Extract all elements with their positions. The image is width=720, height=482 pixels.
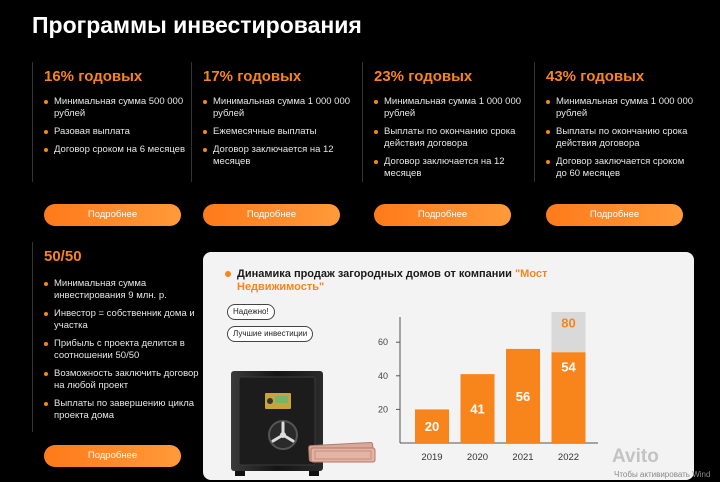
bar-value-label: 20: [425, 419, 439, 434]
plan-card-4: 43% годовых Минимальная сумма 1 000 000 …: [534, 62, 693, 188]
bar-total-label: 80: [561, 316, 575, 331]
bar-value-label: 41: [470, 402, 484, 417]
plan-features: Минимальная сумма 1 000 000 рублей Выпла…: [372, 96, 524, 186]
plan-rate: 17% годовых: [203, 68, 302, 85]
plan-card-2: 17% годовых Минимальная сумма 1 000 000 …: [191, 62, 350, 188]
company-name: "Мост Недвижимость": [237, 268, 548, 293]
list-item: Минимальная сумма 1 000 000 рублей: [546, 96, 696, 120]
list-item: Минимальная сумма 1 000 000 рублей: [203, 96, 353, 120]
divider: [32, 62, 33, 182]
plan-features: Минимальная сумма 1 000 000 рублей Ежеме…: [201, 96, 353, 174]
list-item: Договор заключается на 12 месяцев: [203, 144, 353, 168]
sales-panel: Динамика продаж загородных домов от комп…: [203, 252, 694, 480]
plan-rate: 43% годовых: [546, 68, 645, 85]
list-item: Договор заключается сроком до 60 месяцев: [546, 156, 696, 180]
list-item: Возможность заключить договор на любой п…: [44, 368, 204, 392]
details-button-2[interactable]: Подробнее: [203, 204, 340, 226]
divider: [362, 62, 363, 182]
list-item: Минимальная сумма 1 000 000 рублей: [374, 96, 524, 120]
reliable-badge: Надежно!: [227, 304, 275, 320]
bar-2020: [460, 374, 495, 443]
x-tick-label: 2019: [421, 452, 442, 463]
list-item: Ежемесячные выплаты: [203, 126, 353, 138]
banknotes-icon: [308, 441, 376, 463]
divider: [534, 62, 535, 182]
bar-value-label: 54: [561, 359, 576, 374]
plan-rate: 16% годовых: [44, 68, 143, 85]
safe-icon: [231, 371, 323, 476]
x-tick-label: 2020: [467, 452, 488, 463]
list-item: Прибыль с проекта делится в соотношении …: [44, 338, 204, 362]
details-button-3[interactable]: Подробнее: [374, 204, 511, 226]
plan-features: Минимальная сумма 1 000 000 рублей Выпла…: [544, 96, 696, 186]
panel-title: Динамика продаж загородных домов от комп…: [237, 268, 577, 294]
plan-rate: 23% годовых: [374, 68, 473, 85]
y-tick-label: 60: [378, 337, 388, 347]
bar-2022: [551, 352, 586, 443]
bar-total-2022: [551, 312, 586, 353]
plan-card-3: 23% годовых Минимальная сумма 1 000 000 …: [362, 62, 521, 188]
list-item: Минимальная сумма инвестирования 9 млн. …: [44, 278, 204, 302]
divider: [32, 242, 33, 432]
plan-card-1: 16% годовых Минимальная сумма 500 000 ру…: [32, 62, 185, 188]
bar-value-label: 56: [516, 389, 530, 404]
panel-title-text: Динамика продаж загородных домов от комп…: [237, 268, 515, 280]
y-tick-label: 40: [378, 371, 388, 381]
divider: [191, 62, 192, 182]
list-item: Инвестор = собственник дома и участка: [44, 308, 204, 332]
list-item: Выплаты по окончанию срока действия дого…: [546, 126, 696, 150]
sales-bar-chart: 20 40 60 20 2019 41 2020 56 2021 54 80 2022: [378, 312, 598, 463]
y-tick-label: 20: [378, 404, 388, 414]
list-item: Выплаты по окончанию срока действия дого…: [374, 126, 524, 150]
bullet-icon: [225, 271, 231, 277]
bar-2021: [506, 348, 540, 443]
plan-card-5: 50/50 Минимальная сумма инвестирования 9…: [32, 242, 199, 432]
list-item: Выплаты по завершению цикла проекта дома: [44, 398, 204, 422]
list-item: Договор сроком на 6 месяцев: [44, 144, 194, 156]
activation-watermark: Чтобы активировать Wind: [614, 470, 711, 479]
details-button-1[interactable]: Подробнее: [44, 204, 181, 226]
list-item: Минимальная сумма 500 000 рублей: [44, 96, 194, 120]
x-tick-label: 2022: [558, 452, 579, 463]
best-investment-badge: Лучшие инвестиции: [227, 326, 314, 342]
page-title: Программы инвестирования: [32, 12, 362, 38]
plan-rate: 50/50: [44, 248, 82, 265]
details-button-5[interactable]: Подробнее: [44, 445, 181, 467]
x-tick-label: 2021: [512, 452, 533, 463]
list-item: Разовая выплата: [44, 126, 194, 138]
list-item: Договор заключается на 12 месяцев: [374, 156, 524, 180]
plan-features: Минимальная сумма 500 000 рублей Разовая…: [42, 96, 194, 162]
plan-features: Минимальная сумма инвестирования 9 млн. …: [42, 278, 204, 428]
details-button-4[interactable]: Подробнее: [546, 204, 683, 226]
bar-2019: [415, 409, 449, 443]
avito-logo: Avito: [612, 446, 659, 467]
